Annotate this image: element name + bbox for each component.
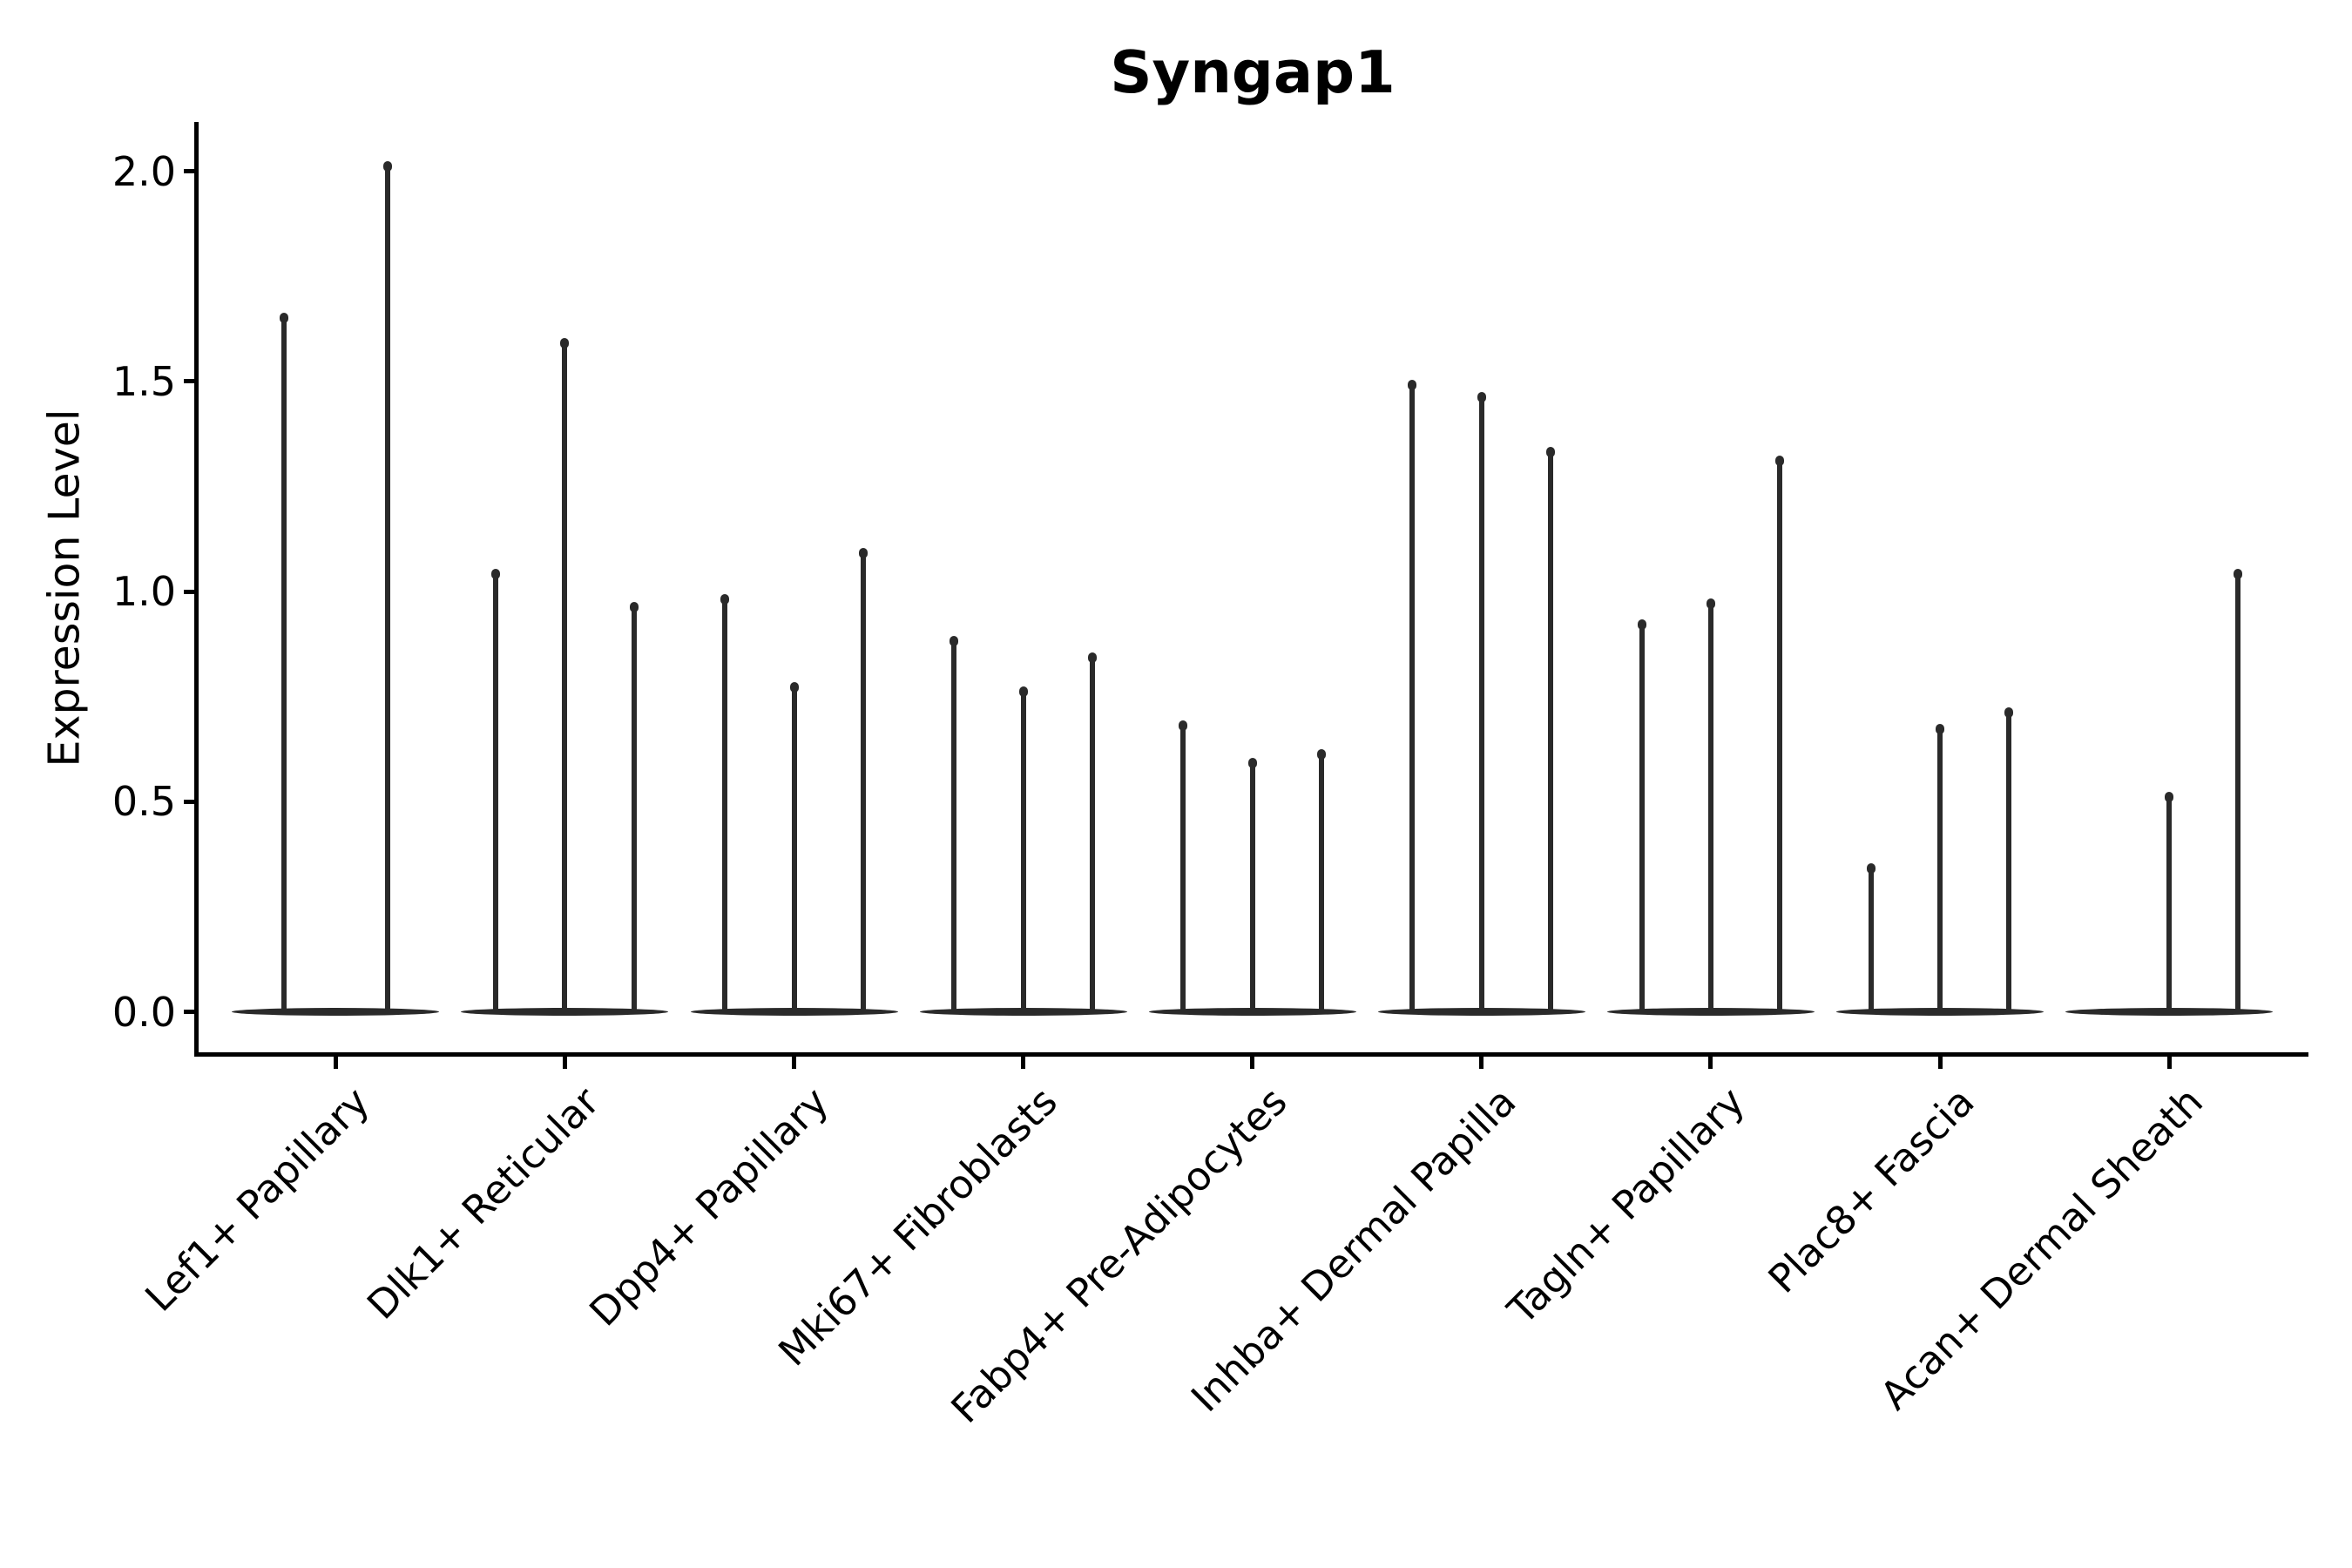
violin-spike-tip	[2004, 707, 2014, 719]
violin-spike	[1319, 751, 1325, 1012]
y-tick	[184, 169, 196, 173]
violin-spike	[791, 684, 797, 1012]
violin-spike-tip	[1866, 862, 1876, 874]
violin-spike	[1548, 448, 1554, 1012]
x-tick	[1937, 1054, 1943, 1069]
violin-spike	[860, 549, 866, 1012]
x-tick	[1250, 1054, 1255, 1069]
y-axis-label: Expression Level	[39, 409, 90, 767]
violin-base	[919, 1008, 1127, 1016]
violin-base	[690, 1008, 898, 1016]
violin-spike-tip	[1247, 758, 1257, 768]
violin-spike	[2006, 709, 2012, 1012]
x-tick	[333, 1054, 338, 1069]
violin-spike	[1409, 381, 1416, 1012]
violin-spike	[1707, 599, 1713, 1012]
violin-spike	[2235, 570, 2241, 1012]
violin-spike-tip	[1477, 392, 1486, 403]
violin-spike-tip	[2234, 568, 2243, 579]
violin-spike-tip	[1637, 618, 1646, 630]
x-tick-label: Plac8+ Fascia	[1759, 1078, 1984, 1302]
violin-spike	[1478, 394, 1484, 1012]
violin-spike-tip	[1775, 455, 1785, 466]
violin-spike	[1639, 620, 1645, 1012]
x-tick	[2166, 1054, 2172, 1069]
violin-spike-tip	[2165, 791, 2174, 802]
violin-base	[1606, 1008, 1815, 1016]
x-tick	[562, 1054, 567, 1069]
violin-spike	[631, 604, 637, 1012]
violin-spike-tip	[560, 337, 570, 348]
violin-spike-tip	[858, 547, 868, 558]
chart-title: Syngap1	[1110, 38, 1396, 106]
x-tick-label: Dpp4+ Papillary	[580, 1078, 837, 1335]
violin-spike	[1089, 654, 1095, 1012]
violin-spike	[1937, 726, 1943, 1012]
violin-spike	[1777, 456, 1783, 1012]
x-tick-label: Tagln+ Papillary	[1498, 1078, 1754, 1334]
violin-spike	[493, 570, 499, 1012]
violin-spike	[562, 339, 568, 1012]
violin-spike-tip	[1179, 720, 1188, 731]
violin-base	[2065, 1008, 2274, 1016]
y-tick-label: 1.5	[112, 357, 176, 405]
violin-spike	[280, 314, 287, 1012]
violin-spike-tip	[1317, 749, 1327, 760]
violin-spike	[384, 162, 390, 1012]
violin-spike-tip	[950, 636, 959, 647]
violin-spike-tip	[491, 568, 501, 579]
violin-base	[461, 1008, 669, 1016]
x-tick-label: Dlk1+ Reticular	[357, 1078, 608, 1328]
y-tick-label: 1.0	[112, 568, 176, 615]
y-tick-label: 0.5	[112, 778, 176, 826]
y-tick	[184, 379, 196, 384]
y-tick	[184, 1010, 196, 1014]
violin-spike-tip	[1546, 446, 1556, 457]
violin-spike-tip	[279, 312, 288, 323]
x-tick	[792, 1054, 796, 1069]
x-tick-label: Lef1+ Papillary	[136, 1078, 379, 1321]
violin-base	[1148, 1008, 1356, 1016]
violin-spike	[722, 595, 728, 1012]
y-tick	[184, 799, 196, 804]
violin-spike-tip	[382, 160, 392, 172]
violin-spike	[1180, 721, 1186, 1012]
violin-base	[1377, 1008, 1585, 1016]
x-tick	[1708, 1054, 1713, 1069]
violin-spike-tip	[1706, 598, 1715, 609]
y-axis-spine	[194, 122, 199, 1057]
violin-spike	[951, 638, 957, 1012]
violin-base	[1836, 1008, 2044, 1016]
violin-spike-tip	[629, 602, 639, 613]
y-tick-label: 2.0	[112, 147, 176, 195]
y-tick-label: 0.0	[112, 988, 176, 1036]
violin-spike-tip	[789, 682, 799, 693]
violin-spike	[2166, 793, 2173, 1012]
violin-spike-tip	[1408, 379, 1417, 390]
y-tick	[184, 589, 196, 594]
x-tick	[1479, 1054, 1484, 1069]
violin-spike-tip	[1087, 652, 1097, 664]
violin-spike-tip	[1018, 686, 1028, 697]
violin-spike	[1249, 760, 1255, 1012]
violin-spike-tip	[720, 593, 730, 605]
violin-base	[232, 1008, 440, 1016]
violin-spike-tip	[1936, 724, 1944, 735]
violin-spike	[1020, 687, 1026, 1012]
x-tick	[1021, 1054, 1026, 1069]
violin-spike	[1868, 864, 1874, 1012]
